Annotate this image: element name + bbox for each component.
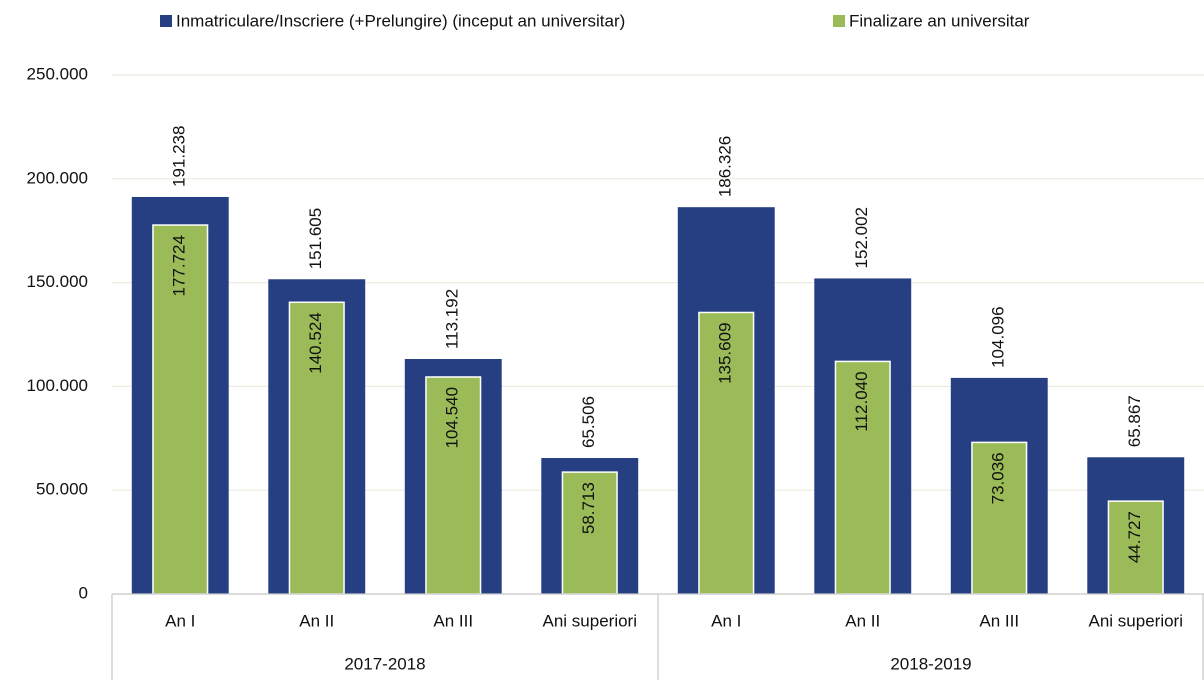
data-label: 191.238 [170,126,189,187]
data-label: 65.867 [1125,395,1144,447]
x-tick-label: An II [845,611,880,630]
data-label: 151.605 [306,208,325,269]
y-tick-label: 50.000 [36,480,88,499]
bar [1107,500,1164,595]
x-tick-label: Ani superiori [1089,611,1184,630]
data-label: 152.002 [852,207,871,268]
data-label: 58.713 [579,482,598,534]
data-label: 104.540 [443,387,462,448]
data-label: 112.040 [852,371,871,431]
data-label: 104.096 [989,306,1008,367]
bar [561,471,618,595]
data-label: 186.326 [716,136,735,197]
bar [425,376,482,595]
x-tick-label: An III [433,611,473,630]
legend-label: Inmatriculare/Inscriere (+Prelungire) (i… [176,11,625,30]
bar [834,360,891,595]
x-tick-label: An I [165,611,195,630]
y-tick-label: 150.000 [27,272,88,291]
y-tick-label: 200.000 [27,168,88,187]
group-label: 2018-2019 [890,654,971,673]
y-tick-label: 0 [79,583,88,602]
legend-swatch [833,15,845,27]
bar [288,301,345,595]
y-tick-label: 100.000 [27,376,88,395]
x-tick-label: An II [299,611,334,630]
x-tick-label: An III [979,611,1019,630]
legend-label: Finalizare an universitar [849,11,1030,30]
y-tick-label: 250.000 [27,64,88,83]
bar [971,441,1028,595]
group-label: 2017-2018 [344,654,425,673]
data-label: 65.506 [579,396,598,448]
legend-swatch [160,15,172,27]
data-label: 140.524 [306,312,325,373]
data-label: 113.192 [443,289,462,349]
bar [152,224,209,595]
x-tick-label: Ani superiori [543,611,638,630]
x-tick-label: An I [711,611,741,630]
data-label: 73.036 [989,452,1008,504]
data-label: 177.724 [170,235,189,296]
data-label: 135.609 [716,322,735,383]
data-label: 44.727 [1125,511,1144,563]
